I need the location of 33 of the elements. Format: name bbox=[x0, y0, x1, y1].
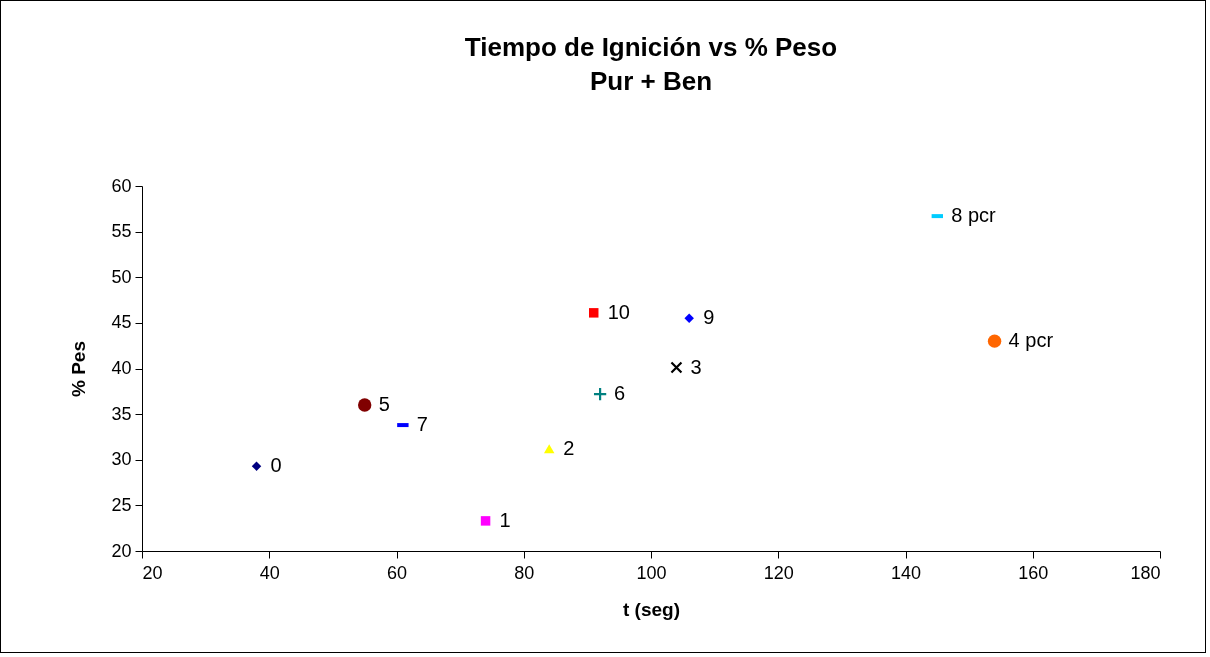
series-label: 6 bbox=[614, 382, 626, 405]
series-label: 4 pcr bbox=[1008, 329, 1054, 352]
y-axis-title: % Pes bbox=[68, 341, 90, 397]
y-tick-label: 45 bbox=[111, 312, 132, 333]
series-label: 8 pcr bbox=[951, 204, 997, 227]
y-tick-label: 35 bbox=[111, 403, 132, 424]
x-axis-title: t (seg) bbox=[623, 598, 680, 620]
y-tick-label: 25 bbox=[111, 494, 132, 515]
x-tick-label: 80 bbox=[514, 562, 535, 583]
x-tick-label: 40 bbox=[259, 562, 280, 583]
x-tick-label: 20 bbox=[142, 562, 163, 583]
y-tick-label: 60 bbox=[111, 175, 132, 196]
y-tick-label: 30 bbox=[111, 449, 132, 470]
x-tick-label: 100 bbox=[636, 562, 667, 583]
x-tick-label: 120 bbox=[763, 562, 794, 583]
series-label: 2 bbox=[563, 436, 575, 459]
y-tick-label: 20 bbox=[111, 540, 132, 561]
x-tick-label: 180 bbox=[1130, 562, 1161, 583]
y-tick-label: 40 bbox=[111, 358, 132, 378]
series-label: 0 bbox=[270, 454, 282, 477]
chart-title: Tiempo de Ignición vs % Peso bbox=[464, 32, 838, 62]
series-label: 9 bbox=[703, 306, 715, 329]
y-tick-label: 50 bbox=[111, 266, 132, 287]
series-label: 1 bbox=[499, 508, 511, 531]
series-label: 5 bbox=[378, 393, 390, 415]
chart-subtitle: Pur + Ben bbox=[589, 66, 713, 96]
y-tick-label: 55 bbox=[111, 221, 132, 242]
series-label: 3 bbox=[690, 355, 702, 378]
series-label: 7 bbox=[416, 413, 428, 436]
series-label: 10 bbox=[607, 300, 630, 323]
x-tick-label: 140 bbox=[890, 562, 922, 583]
x-tick-label: 60 bbox=[386, 562, 408, 583]
x-tick-label: 160 bbox=[1018, 562, 1049, 583]
